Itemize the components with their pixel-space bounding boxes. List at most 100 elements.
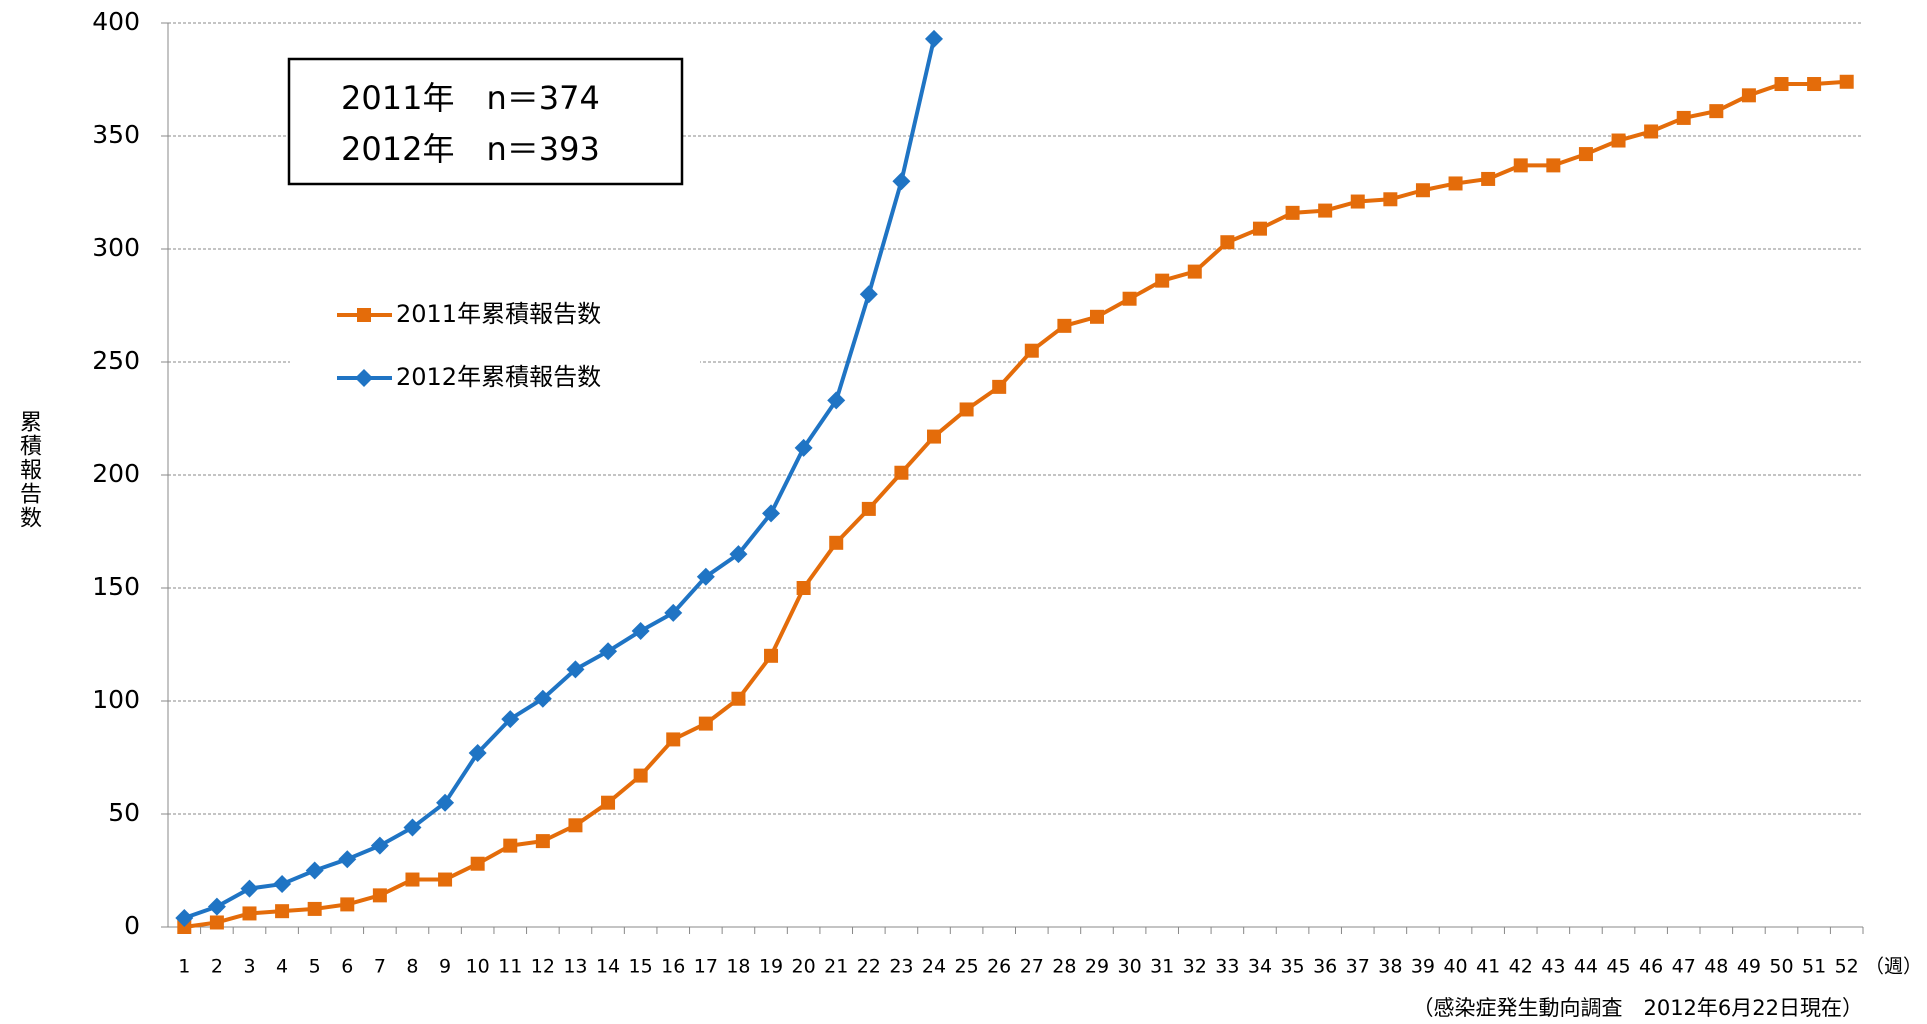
marker	[1611, 133, 1626, 148]
x-tick-label: 40	[1443, 956, 1467, 978]
marker	[533, 689, 552, 708]
x-tick-label: 33	[1215, 956, 1239, 978]
marker	[357, 308, 371, 322]
marker	[1187, 264, 1202, 279]
x-tick-label: 10	[466, 956, 490, 978]
series-line	[184, 79, 1847, 929]
marker	[1415, 183, 1430, 198]
y-tick-label: 350	[92, 120, 140, 149]
x-tick-label: 32	[1183, 956, 1207, 978]
x-tick-label: 31	[1150, 956, 1174, 978]
marker	[829, 535, 844, 550]
marker	[209, 915, 224, 930]
y-tick-label: 100	[92, 685, 140, 714]
y-tick-label: 150	[92, 572, 140, 601]
marker	[568, 818, 583, 833]
x-tick-label: 3	[243, 956, 255, 978]
x-tick-label: 37	[1346, 956, 1370, 978]
marker	[1122, 291, 1137, 306]
x-tick-label: 28	[1052, 956, 1076, 978]
marker	[892, 172, 911, 191]
marker	[1709, 104, 1724, 119]
marker	[370, 836, 389, 855]
marker	[340, 897, 355, 912]
marker	[731, 691, 746, 706]
x-tick-label: 17	[694, 956, 718, 978]
marker	[175, 908, 194, 927]
marker	[666, 732, 681, 747]
marker	[1546, 158, 1561, 173]
x-tick-label: 11	[498, 956, 522, 978]
x-tick-label: 15	[629, 956, 653, 978]
x-tick-label: 52	[1835, 956, 1859, 978]
marker	[1676, 110, 1691, 125]
marker	[1644, 124, 1659, 139]
x-tick-label: 43	[1541, 956, 1565, 978]
x-tick-label: 25	[955, 956, 979, 978]
marker	[599, 642, 618, 661]
marker	[796, 581, 811, 595]
x-tick-label: 34	[1248, 956, 1272, 978]
x-tick-label: 23	[889, 956, 913, 978]
x-tick-label: 4	[276, 956, 288, 978]
marker	[1839, 74, 1854, 89]
marker	[273, 875, 292, 894]
y-tick-label: 200	[92, 459, 140, 488]
x-tick-label: 21	[824, 956, 848, 978]
marker	[1285, 205, 1300, 220]
marker	[992, 379, 1007, 394]
x-tick-label: 47	[1672, 956, 1696, 978]
x-tick-label: 18	[726, 956, 750, 978]
marker	[1252, 221, 1267, 236]
marker	[405, 872, 420, 887]
x-tick-label: 6	[341, 956, 353, 978]
marker	[664, 603, 683, 622]
marker	[827, 391, 846, 410]
x-tick-label: 49	[1737, 956, 1761, 978]
marker	[859, 285, 878, 304]
marker	[633, 768, 648, 783]
x-tick-label: 41	[1476, 956, 1500, 978]
marker	[601, 795, 616, 810]
marker	[1807, 77, 1822, 92]
x-tick-label: 13	[563, 956, 587, 978]
marker	[1350, 194, 1365, 209]
x-tick-label: 45	[1606, 956, 1630, 978]
marker	[762, 504, 781, 523]
x-tick-label: 2	[211, 956, 223, 978]
marker	[861, 501, 876, 516]
y-tick-label: 0	[124, 911, 140, 940]
x-tick-label: 50	[1769, 956, 1793, 978]
marker	[355, 369, 373, 387]
marker	[177, 920, 192, 934]
marker	[307, 901, 322, 916]
marker	[503, 838, 518, 853]
y-axis-label: 累積報告数	[16, 410, 42, 530]
marker	[1481, 171, 1496, 186]
marker	[1220, 235, 1235, 250]
x-tick-label: 14	[596, 956, 620, 978]
marker	[305, 861, 324, 880]
x-tick-label: 1	[178, 956, 190, 978]
marker	[1774, 77, 1789, 92]
marker	[242, 906, 257, 921]
marker	[275, 904, 290, 919]
legend-bg	[290, 282, 700, 412]
marker	[927, 429, 942, 444]
marker	[1024, 343, 1039, 358]
marker	[372, 888, 387, 903]
annotation-box	[287, 57, 684, 186]
x-tick-label: 36	[1313, 956, 1337, 978]
marker	[631, 621, 650, 640]
x-tick-label: 22	[857, 956, 881, 978]
marker	[535, 834, 550, 849]
marker	[764, 648, 779, 663]
marker	[959, 402, 974, 417]
marker	[403, 818, 422, 837]
marker	[468, 743, 487, 762]
marker	[1155, 273, 1170, 288]
x-tick-label: 46	[1639, 956, 1663, 978]
x-tick-label: 19	[759, 956, 783, 978]
marker	[794, 438, 813, 457]
